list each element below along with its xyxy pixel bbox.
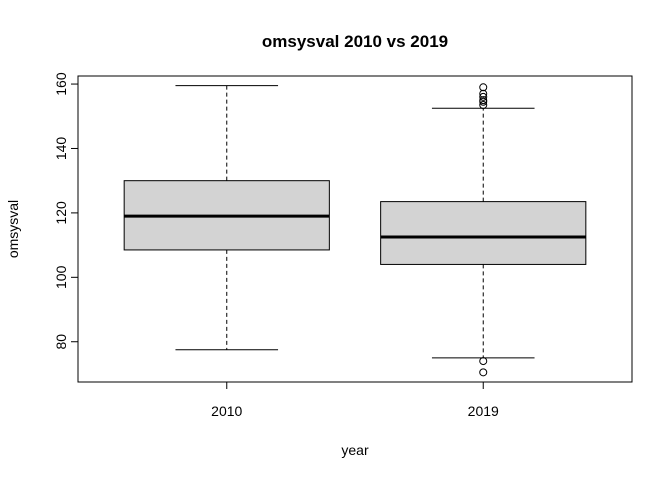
y-tick-label: 140 (53, 137, 69, 161)
y-tick-label: 80 (53, 334, 69, 350)
outlier-point (479, 83, 488, 92)
x-axis-label: year (341, 442, 369, 458)
box-2010 (123, 85, 330, 351)
y-axis-label: omsysval (5, 200, 21, 258)
y-axis: 80 100 120 140 160 (53, 72, 79, 350)
outlier-point (479, 357, 488, 366)
y-tick-label: 100 (53, 265, 69, 289)
box-series (123, 83, 587, 377)
outlier-point (479, 368, 488, 377)
box-2019 (380, 83, 587, 377)
y-tick-label: 120 (53, 201, 69, 225)
iqr-box (380, 201, 587, 265)
outlier-point (479, 92, 488, 101)
outlier-point (479, 100, 488, 109)
x-axis: 2010 2019 (211, 381, 499, 419)
chart-title: omsysval 2010 vs 2019 (262, 32, 448, 51)
x-tick-label: 2010 (211, 403, 242, 419)
outlier-point (479, 96, 488, 105)
y-tick-label: 160 (53, 72, 69, 96)
x-tick-label: 2019 (468, 403, 499, 419)
outlier-point (479, 89, 488, 98)
